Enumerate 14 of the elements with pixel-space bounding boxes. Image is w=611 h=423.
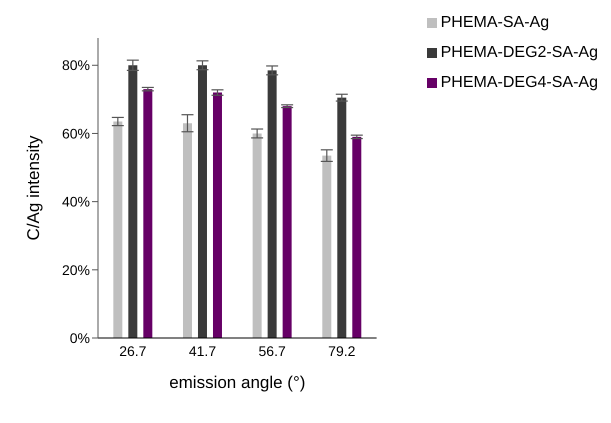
y-tick-label: 60%	[62, 125, 90, 142]
y-tick-label: 0%	[70, 330, 90, 346]
x-tick-label: 79.2	[328, 342, 356, 359]
legend-label: PHEMA-SA-Ag	[440, 14, 550, 31]
legend-label: PHEMA-DEG4-SA-Ag	[440, 74, 598, 91]
y-tick-label: 80%	[62, 57, 90, 74]
x-tick-label: 41.7	[188, 342, 216, 359]
x-axis-title: emission angle (°)	[169, 373, 306, 392]
x-tick-label: 56.7	[258, 342, 286, 359]
x-tick-label: 26.7	[119, 342, 147, 359]
y-tick-label: 20%	[62, 262, 90, 278]
legend-label: PHEMA-DEG2-SA-Ag	[440, 44, 598, 61]
y-tick-label: 40%	[62, 194, 90, 210]
y-axis-title: C/Ag intensity	[24, 135, 44, 240]
